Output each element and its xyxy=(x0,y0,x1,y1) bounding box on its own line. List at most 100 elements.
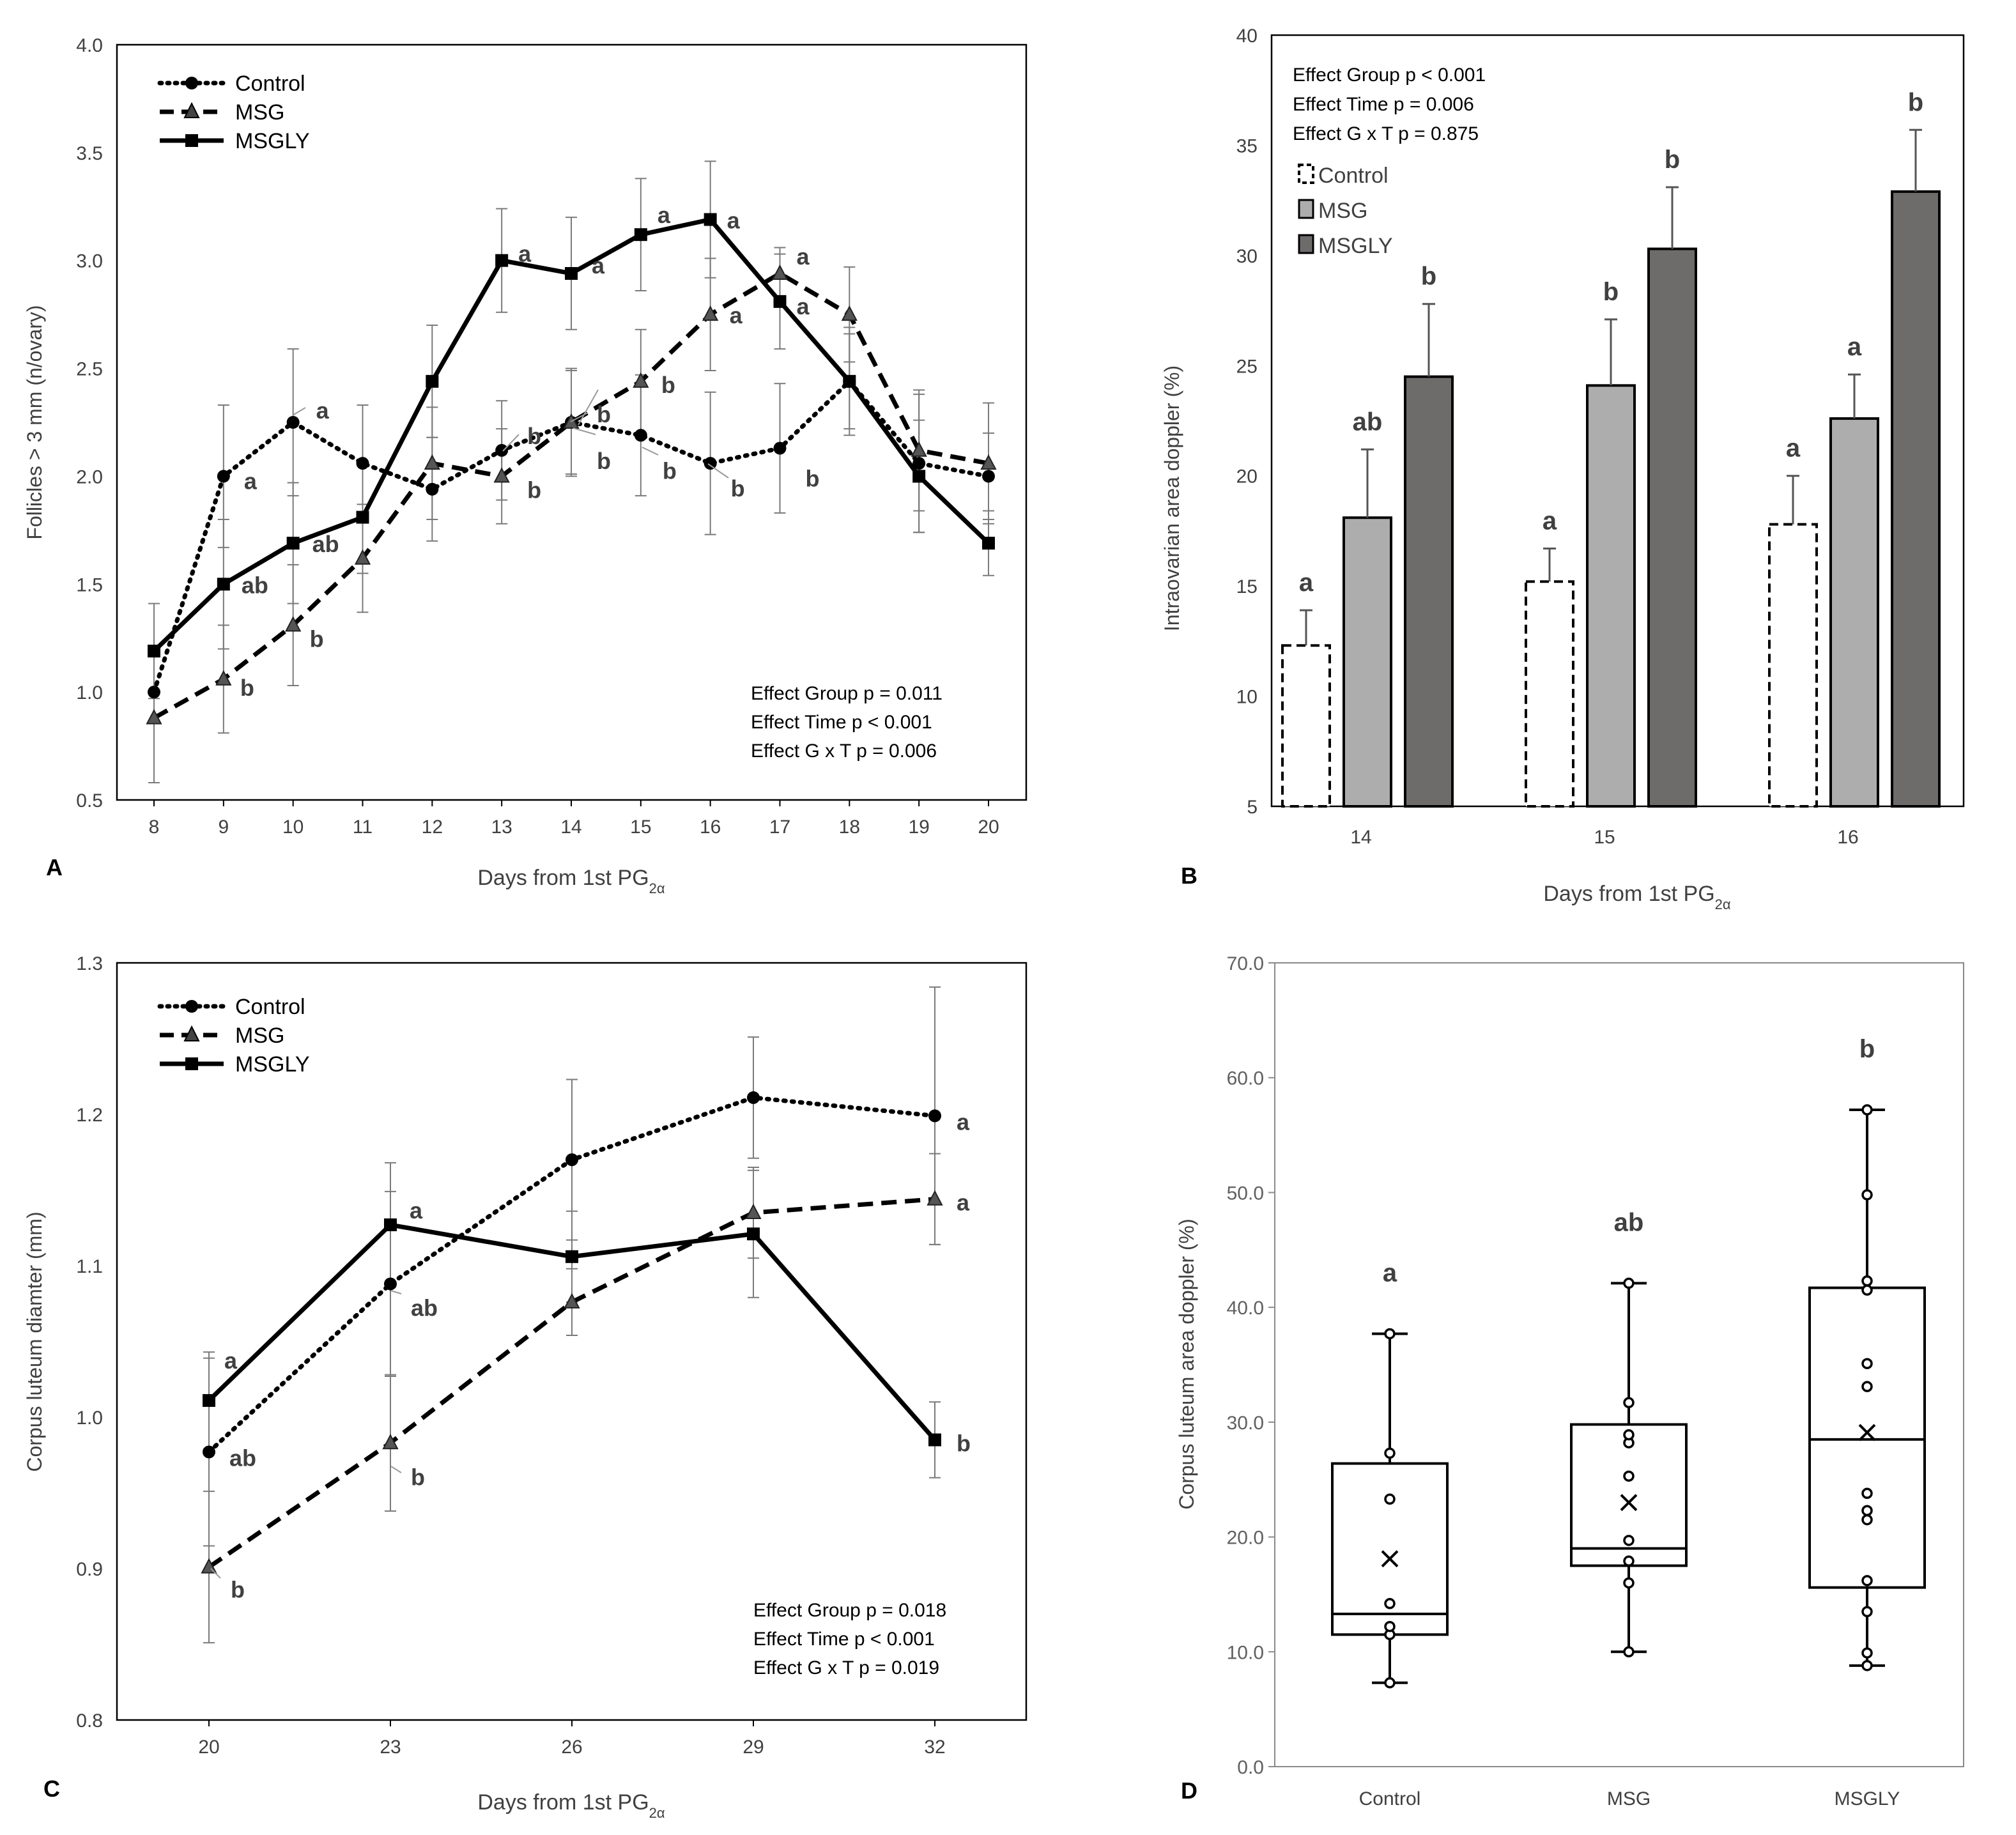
data-point-msg xyxy=(1623,1577,1635,1589)
data-point-msgly xyxy=(704,213,717,226)
x-tick-label: 11 xyxy=(353,817,373,838)
legend-msgly-marker-icon xyxy=(185,134,198,147)
data-point-control xyxy=(1384,1328,1396,1340)
y-tick-label: 40 xyxy=(1236,26,1258,47)
significance-letter: a xyxy=(244,468,258,494)
y-tick-label: 3.0 xyxy=(76,251,103,272)
bar-msgly xyxy=(1891,190,1941,808)
legend-msgly-swatch-icon xyxy=(1298,234,1314,254)
stat-effect-gxt: Effect G x T p = 0.875 xyxy=(1293,123,1479,144)
mean-marker-msg xyxy=(1620,1494,1638,1512)
panel-a-x-axis: 8 9 10 11 12 13 14 15 16 17 18 19 20 xyxy=(149,800,999,838)
significance-letter: a xyxy=(1299,569,1314,597)
data-point-control xyxy=(1384,1447,1396,1459)
y-tick-label: 50.0 xyxy=(1227,1183,1264,1204)
data-point-control xyxy=(773,441,787,455)
data-point-msg xyxy=(493,467,510,483)
data-point-msg xyxy=(285,616,302,632)
data-point-control xyxy=(495,443,509,457)
x-tick-label: 14 xyxy=(560,817,581,838)
significance-letter: a xyxy=(957,1109,970,1135)
panel-a-legend: Control MSG MSGLY xyxy=(157,72,310,153)
data-point-msgly xyxy=(426,374,439,388)
significance-letter: a xyxy=(1383,1259,1397,1287)
significance-letter: b xyxy=(731,475,745,502)
x-tick-label: 14 xyxy=(1350,827,1371,848)
significance-letter: b xyxy=(1908,88,1923,116)
data-point-msgly xyxy=(1861,1514,1873,1526)
data-point-msgly xyxy=(912,470,926,483)
y-tick-label: 40.0 xyxy=(1227,1298,1264,1319)
significance-letter: b xyxy=(1665,146,1680,174)
legend-msg-swatch-icon xyxy=(1298,199,1314,219)
data-point-control xyxy=(747,1091,760,1104)
data-point-msgly xyxy=(747,1227,760,1241)
legend-control-marker-icon xyxy=(185,1000,198,1013)
panel-d-y-axis: 0.0 10.0 20.0 30.0 40.0 50.0 60.0 70.0 xyxy=(1227,953,1275,1778)
legend-msg-marker-icon xyxy=(183,102,200,118)
data-point-msg xyxy=(146,709,162,725)
significance-letter: a xyxy=(224,1347,238,1374)
data-point-msgly xyxy=(148,644,160,657)
panel-c: 0.80.91.01.11.21.3 20 23 26 29 32 aabbaabbaa… xyxy=(23,953,1027,1821)
panel-b-y-axis: 5 10 15 20 25 30 35 40 xyxy=(1236,26,1258,818)
y-tick-label: 30.0 xyxy=(1227,1413,1264,1434)
panel-c-series-markers xyxy=(201,1091,943,1574)
data-point-msgly xyxy=(1861,1660,1873,1671)
x-tick-label: Control xyxy=(1359,1788,1421,1809)
data-point-msgly xyxy=(566,1250,578,1263)
panel-c-stats: Effect Group p = 0.018 Effect Time p < 0… xyxy=(753,1600,946,1678)
data-point-msgly xyxy=(1861,1104,1873,1116)
data-point-msgly xyxy=(384,1218,397,1232)
panel-b-y-axis-title: Intraovarian area doppler (%) xyxy=(1160,365,1183,631)
panel-b-x-axis: 14 15 16 xyxy=(1350,827,1858,848)
significance-letter: ab xyxy=(1614,1208,1644,1236)
data-point-msg xyxy=(1623,1646,1635,1658)
legend-msgly-label: MSGLY xyxy=(235,129,310,153)
x-tick-label: 20 xyxy=(978,817,999,838)
legend-control-label: Control xyxy=(235,995,305,1019)
data-point-msgly xyxy=(495,254,509,267)
y-tick-label: 10.0 xyxy=(1227,1642,1264,1663)
panel-d-x-axis: Control MSG MSGLY xyxy=(1275,1766,1964,1809)
x-tick-label: 19 xyxy=(908,817,929,838)
data-point-control xyxy=(1384,1493,1396,1505)
significance-letter: a xyxy=(730,302,743,328)
y-tick-label: 60.0 xyxy=(1227,1068,1264,1089)
data-point-msgly xyxy=(565,266,578,280)
panel-c-label: C xyxy=(43,1776,60,1802)
panel-c-y-axis-title: Corpus luteum diamter (mm) xyxy=(23,1211,46,1471)
significance-letter: b xyxy=(1421,263,1436,291)
x-tick-label: 32 xyxy=(924,1737,945,1758)
x-tick-label: MSGLY xyxy=(1835,1788,1900,1809)
significance-letter: ab xyxy=(312,531,339,557)
x-tick-label: 16 xyxy=(700,817,721,838)
mean-marker-control xyxy=(1381,1550,1399,1568)
stat-effect-group: Effect Group p = 0.018 xyxy=(753,1600,946,1621)
significance-letter: b xyxy=(1859,1035,1875,1063)
significance-letter: a xyxy=(957,1190,970,1216)
significance-letter: ab xyxy=(242,572,268,598)
data-point-msgly xyxy=(1861,1505,1873,1516)
panel-a-y-axis: 0.5 1.0 1.5 2.0 2.5 3.0 3.5 4.0 xyxy=(76,35,103,811)
panel-b-x-axis-title: Days from 1st PG2α xyxy=(1543,882,1731,912)
x-tick-label: 9 xyxy=(218,817,229,838)
significance-letter: b xyxy=(806,466,820,492)
panel-b-stats: Effect Group p < 0.001 Effect Time p = 0… xyxy=(1293,65,1486,144)
significance-letter: b xyxy=(240,675,254,701)
bar-control xyxy=(1525,580,1574,808)
data-point-msg xyxy=(1623,1555,1635,1567)
data-point-control xyxy=(634,429,647,442)
y-tick-label: 1.3 xyxy=(76,953,103,974)
bar-control xyxy=(1768,523,1818,808)
legend-msg-label: MSG xyxy=(235,1024,284,1048)
y-tick-label: 2.0 xyxy=(76,466,103,488)
x-tick-label: 17 xyxy=(769,817,790,838)
significance-letter: a xyxy=(592,252,605,279)
data-point-msgly xyxy=(1861,1284,1873,1296)
legend-msgly-marker-icon xyxy=(185,1057,198,1070)
data-point-msgly xyxy=(1861,1606,1873,1618)
panel-d-boxes: a ab b xyxy=(1331,1035,1926,1689)
data-point-msg xyxy=(564,1293,580,1309)
